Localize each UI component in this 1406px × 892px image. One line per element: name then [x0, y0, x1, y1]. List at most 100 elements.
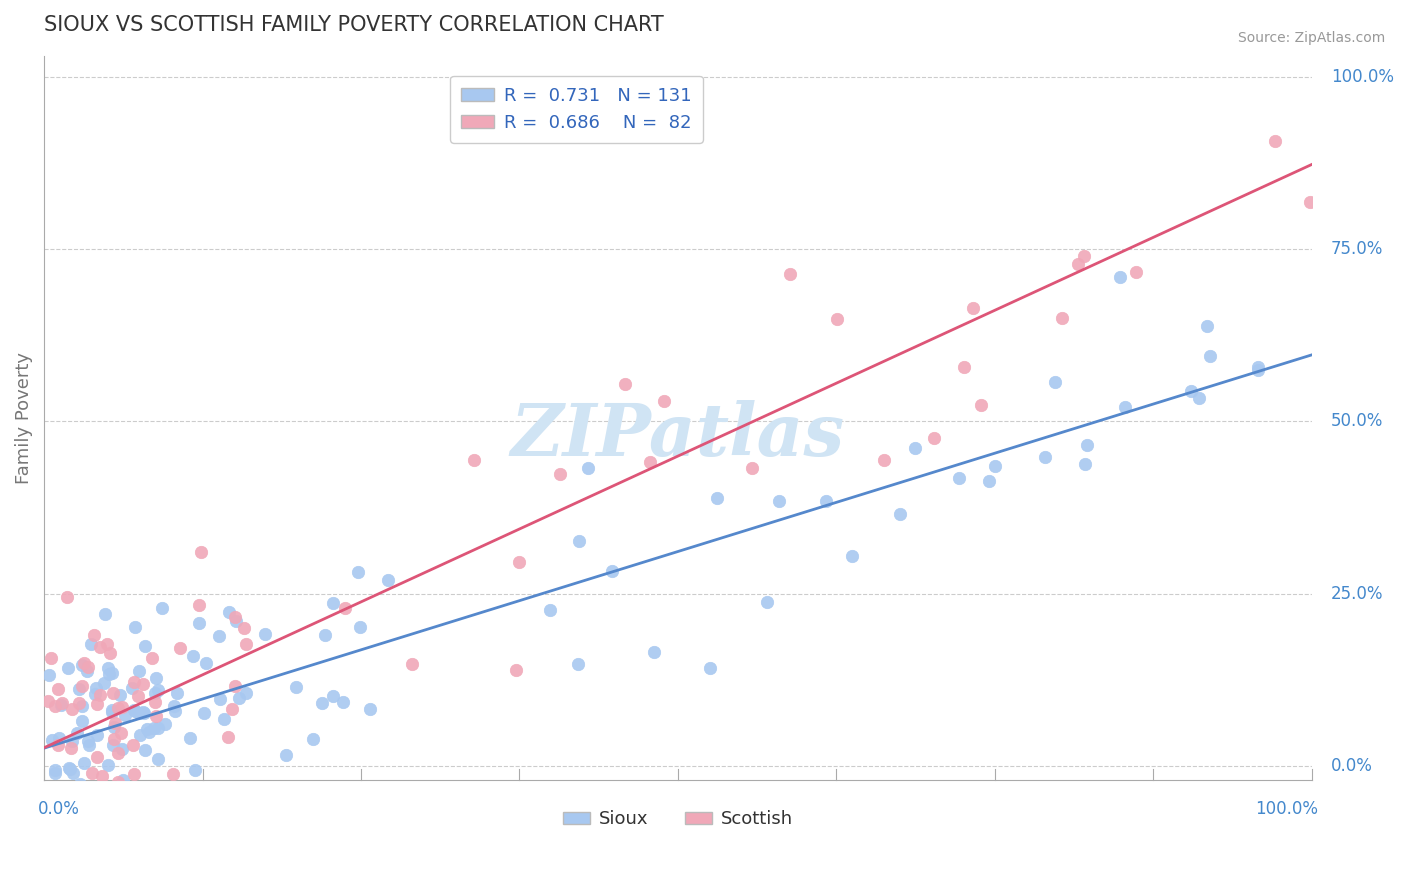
- Point: [56, 660, 79, 674]
- Point: [76, 665, 98, 679]
- Point: [184, 763, 207, 777]
- Point: [567, 657, 589, 672]
- Point: [114, 790, 136, 805]
- Point: [314, 628, 336, 642]
- Point: [148, 683, 170, 698]
- Point: [359, 702, 381, 716]
- Point: [1247, 359, 1270, 374]
- Point: [548, 467, 571, 482]
- Point: [69, 777, 91, 791]
- Point: [1299, 194, 1322, 209]
- Point: [346, 565, 368, 579]
- Point: [41, 732, 63, 747]
- Point: [1114, 401, 1136, 415]
- Point: [225, 614, 247, 628]
- Point: [44, 764, 66, 778]
- Point: [100, 703, 122, 717]
- Point: [153, 716, 176, 731]
- Point: [162, 698, 184, 713]
- Point: [86, 728, 108, 742]
- Point: [103, 732, 125, 747]
- Point: [122, 674, 145, 689]
- Point: [148, 721, 170, 735]
- Point: [188, 615, 211, 630]
- Point: [73, 656, 96, 670]
- Point: [104, 716, 127, 731]
- Point: [962, 301, 984, 316]
- Point: [46, 738, 69, 752]
- Point: [75, 793, 97, 807]
- Point: [1074, 458, 1097, 472]
- Point: [377, 573, 399, 587]
- Point: [77, 738, 100, 752]
- Point: [122, 703, 145, 717]
- Point: [110, 725, 132, 739]
- Point: [128, 706, 150, 720]
- Point: [48, 793, 70, 807]
- Point: [145, 671, 167, 685]
- Point: [67, 681, 90, 696]
- Point: [41, 793, 63, 807]
- Point: [111, 699, 134, 714]
- Point: [67, 696, 90, 710]
- Point: [84, 681, 107, 696]
- Point: [122, 738, 145, 752]
- Point: [143, 686, 166, 700]
- Point: [121, 681, 143, 695]
- Point: [97, 661, 120, 675]
- Point: [1073, 249, 1095, 263]
- Point: [979, 474, 1001, 488]
- Point: [135, 722, 157, 736]
- Point: [46, 681, 69, 696]
- Point: [128, 665, 150, 679]
- Text: 0.0%: 0.0%: [1330, 756, 1372, 775]
- Point: [193, 706, 215, 720]
- Point: [505, 663, 527, 677]
- Point: [107, 747, 129, 761]
- Point: [138, 725, 160, 739]
- Point: [122, 767, 145, 781]
- Point: [212, 712, 235, 726]
- Point: [322, 596, 344, 610]
- Legend: Sioux, Scottish: Sioux, Scottish: [555, 804, 800, 836]
- Point: [602, 564, 624, 578]
- Point: [652, 394, 675, 409]
- Point: [143, 721, 166, 735]
- Point: [177, 793, 200, 807]
- Text: 25.0%: 25.0%: [1330, 584, 1384, 602]
- Point: [162, 767, 184, 781]
- Point: [143, 695, 166, 709]
- Point: [60, 793, 83, 807]
- Point: [66, 726, 89, 740]
- Point: [72, 679, 94, 693]
- Point: [924, 431, 946, 445]
- Point: [124, 793, 146, 807]
- Point: [815, 493, 838, 508]
- Point: [67, 780, 90, 794]
- Point: [1043, 376, 1066, 390]
- Text: 100.0%: 100.0%: [1256, 800, 1317, 818]
- Point: [841, 549, 863, 563]
- Point: [217, 730, 239, 744]
- Point: [134, 639, 156, 653]
- Point: [311, 696, 333, 710]
- Point: [699, 660, 721, 674]
- Point: [124, 704, 146, 718]
- Point: [62, 766, 84, 780]
- Point: [208, 691, 231, 706]
- Point: [332, 695, 354, 709]
- Point: [90, 769, 112, 783]
- Point: [44, 699, 66, 714]
- Point: [889, 507, 911, 521]
- Point: [98, 646, 121, 660]
- Point: [103, 738, 125, 752]
- Point: [1050, 310, 1073, 325]
- Point: [233, 620, 256, 634]
- Point: [235, 637, 257, 651]
- Point: [110, 689, 132, 703]
- Point: [58, 761, 80, 775]
- Point: [953, 360, 976, 375]
- Point: [156, 793, 179, 807]
- Point: [129, 728, 152, 742]
- Point: [169, 641, 191, 656]
